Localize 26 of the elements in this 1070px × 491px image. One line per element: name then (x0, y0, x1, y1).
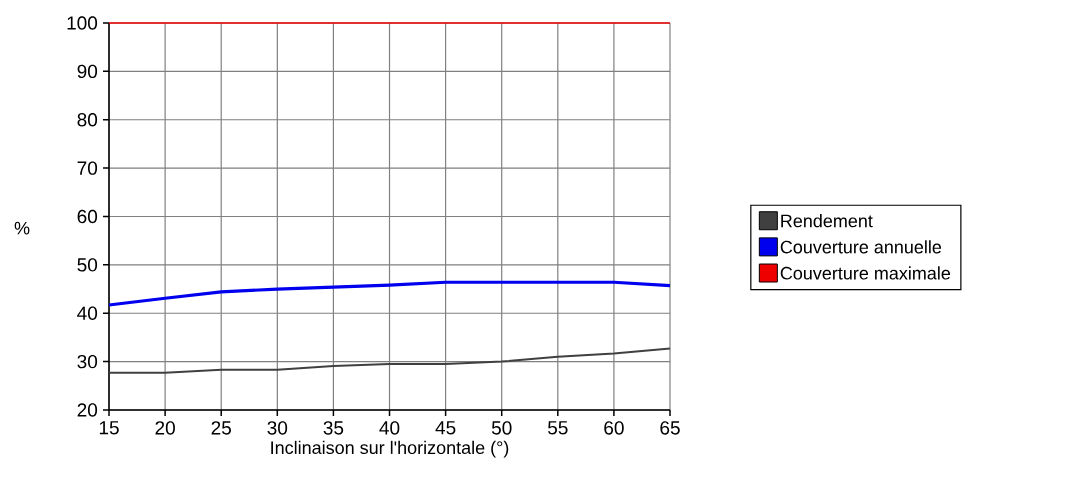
y-tick-label: 70 (77, 161, 98, 175)
x-tick-label: 40 (379, 421, 400, 435)
x-tick-label: 55 (548, 421, 568, 435)
y-tick-label: 50 (77, 258, 98, 272)
x-tick-label: 20 (155, 421, 175, 435)
y-tick-label: 30 (77, 354, 98, 369)
x-tick-label: 65 (660, 421, 680, 435)
y-tick-label: 60 (77, 209, 98, 224)
x-tick-label: 25 (211, 421, 231, 435)
y-tick-label: 80 (77, 113, 98, 127)
legend-label: Couverture annuelle (780, 240, 942, 254)
x-tick-label: 60 (604, 421, 624, 435)
x-tick-label: 15 (99, 421, 119, 435)
x-tick-label: 45 (435, 421, 456, 435)
y-tick-label: 20 (77, 403, 98, 417)
y-tick-label: 40 (77, 306, 98, 320)
x-axis-title: Inclinaison sur l'horizontale (°) (271, 440, 509, 458)
x-tick-label: 30 (267, 421, 288, 435)
legend-label: Couverture maximale (780, 266, 951, 280)
line-series (108, 347, 672, 374)
x-tick-label: 50 (491, 421, 512, 435)
x-tick-label: 35 (323, 421, 344, 435)
y-tick-label: 90 (77, 64, 98, 79)
legend-label: Rendement (781, 214, 873, 228)
y-axis-title: % (14, 221, 30, 235)
y-tick-label: 100 (67, 16, 98, 30)
